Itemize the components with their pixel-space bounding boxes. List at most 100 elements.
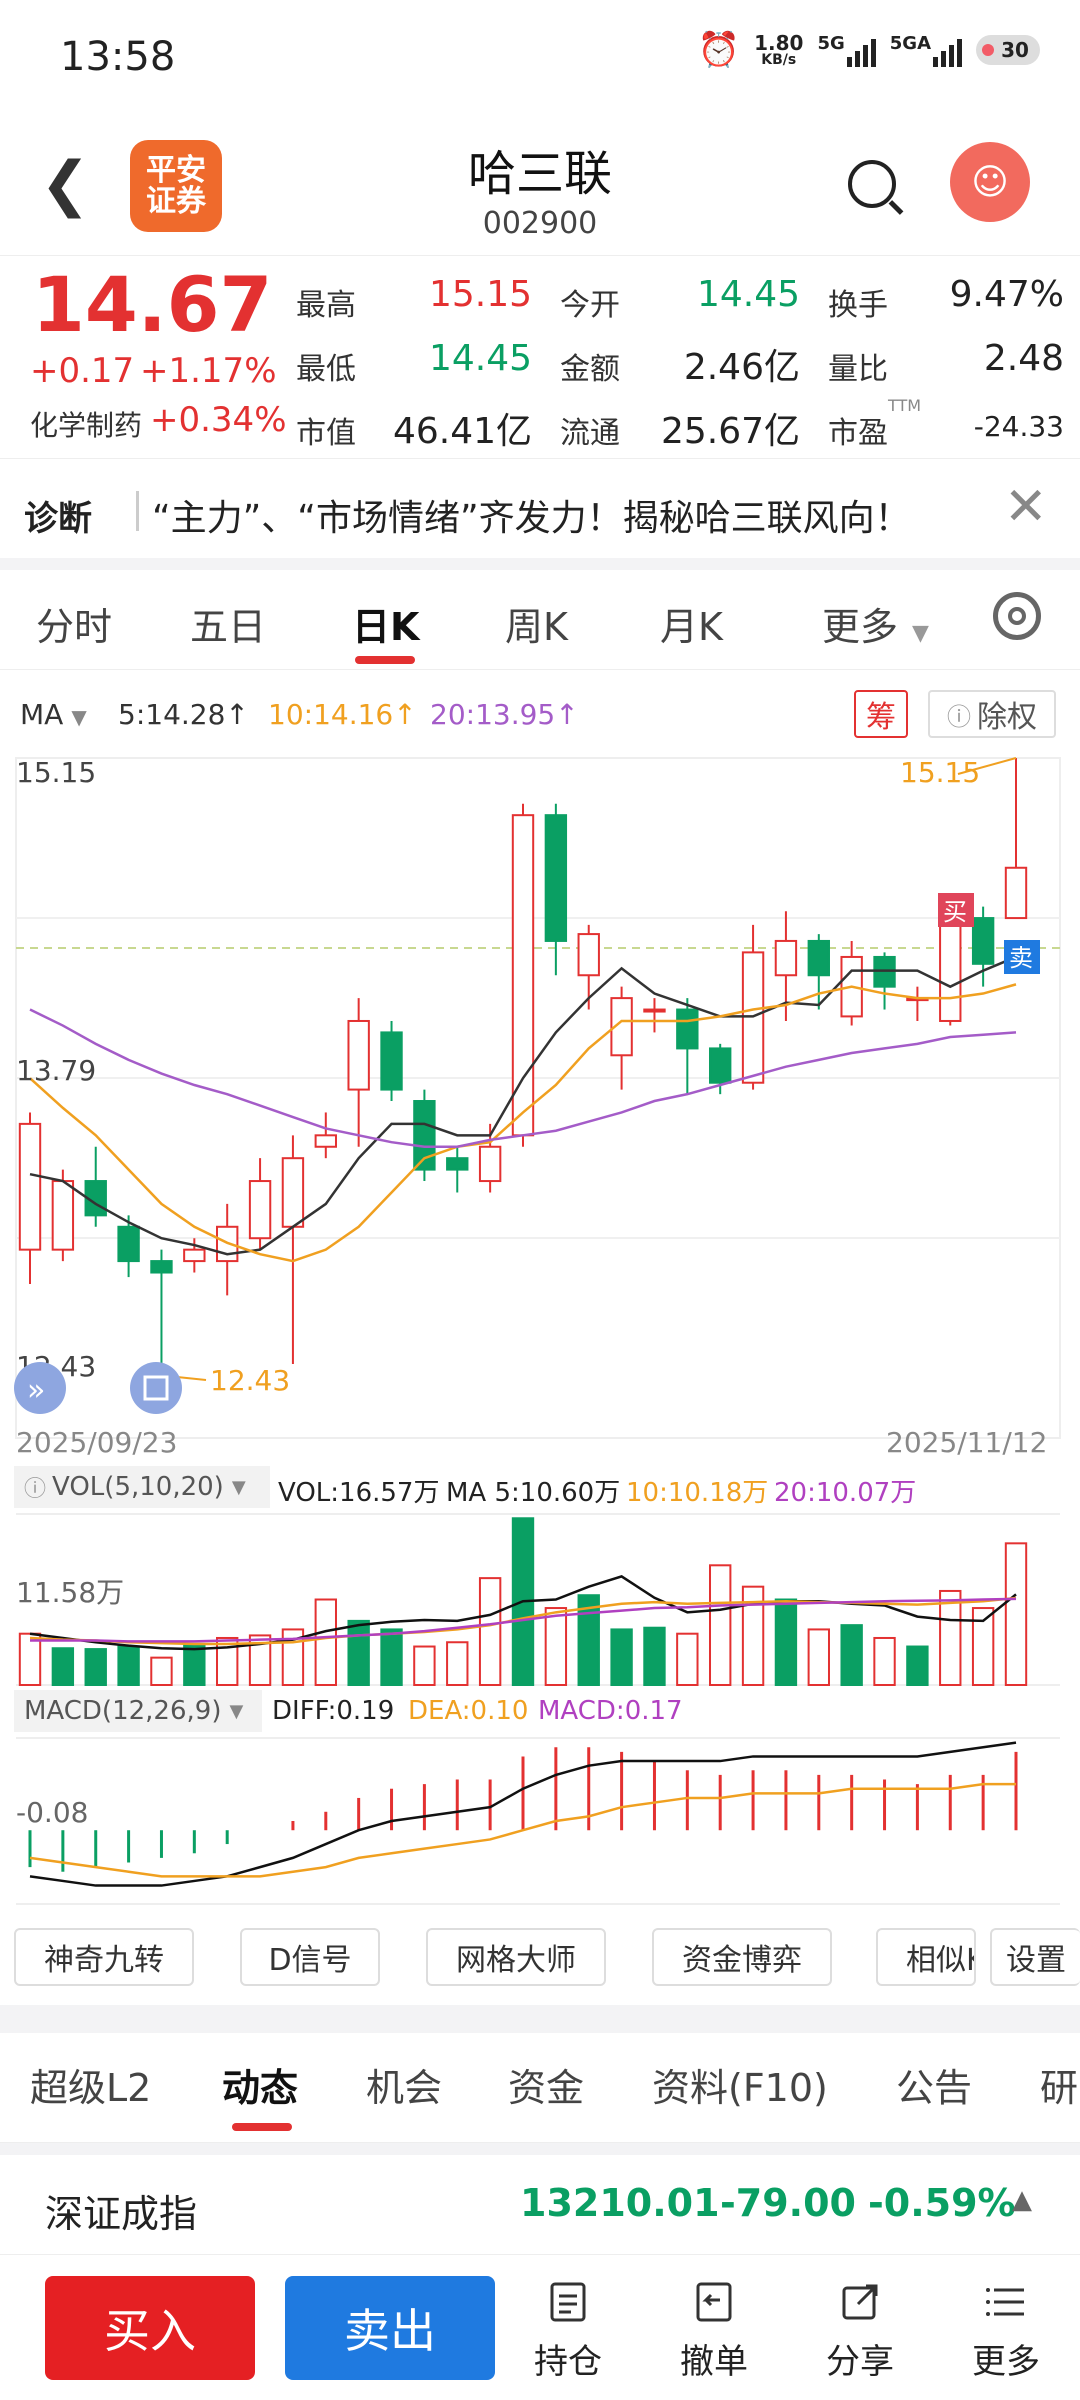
tab-research[interactable]: 研 <box>1040 2066 1079 2110</box>
signal-5ga-icon: 5GA <box>890 33 962 67</box>
volume-bar <box>314 1598 337 1686</box>
volume-ma-lines <box>29 1575 1017 1651</box>
candle <box>971 906 995 987</box>
expand-icon[interactable]: » <box>14 1362 66 1414</box>
candle <box>117 1215 140 1278</box>
quote-value: 2.46亿 <box>683 347 800 388</box>
candle-body <box>347 1019 370 1091</box>
ma5-line <box>29 955 1017 1256</box>
quote-value: 9.47% <box>949 274 1064 315</box>
macd-lines <box>29 1741 1017 1887</box>
candle-body <box>314 1134 337 1148</box>
volume-bar <box>774 1598 798 1686</box>
expand-up-icon[interactable]: ▲ <box>1012 2185 1032 2215</box>
quote-label: 流通 <box>560 416 620 451</box>
quote-value: 46.41亿 <box>392 411 532 452</box>
tool-similar-k[interactable]: 相似K <box>876 1928 976 1986</box>
diagnosis-text[interactable]: “主力”、“市场情绪”齐发力！揭秘哈三联风向！ <box>152 498 911 539</box>
ex-rights-button[interactable]: ⓘ 除权 <box>928 690 1056 738</box>
tool-d-signal[interactable]: D信号 <box>240 1928 380 1986</box>
index-ticker[interactable]: 深证成指 13210.01 -79.00 -0.59% ▲ <box>0 2155 1080 2255</box>
kline-chart[interactable]: 15.15 13.79 12.43 15.15 12.43 2025/09/23… <box>0 740 1080 1920</box>
macd-indicator-selector[interactable]: MACD(12,26,9) ▼ <box>14 1690 262 1732</box>
tab-intraday[interactable]: 分时 <box>36 605 113 649</box>
candle <box>511 803 535 1147</box>
tab-weekly-k[interactable]: 周K <box>505 605 568 649</box>
dropdown-icon: ▼ <box>912 621 929 646</box>
candle-body <box>446 1157 469 1171</box>
tab-daily-k[interactable]: 日K <box>352 605 420 649</box>
macd-diff: DIFF:0.19 <box>272 1696 395 1726</box>
back-icon[interactable]: ❮ <box>40 149 91 219</box>
ma10-value: 10:14.16↑ <box>268 698 417 731</box>
tab-super-l2[interactable]: 超级L2 <box>30 2066 152 2110</box>
volume-bar <box>347 1619 370 1686</box>
candle <box>51 1169 75 1262</box>
candle <box>446 1146 469 1193</box>
buy-button[interactable]: 买入 <box>45 2276 255 2380</box>
volume-bar <box>741 1585 765 1686</box>
nav-cancel-order[interactable]: 撤单 <box>664 2280 764 2383</box>
avatar-icon[interactable]: ☺ <box>950 142 1030 222</box>
tab-capital[interactable]: 资金 <box>508 2066 585 2110</box>
price-change-pct: +1.17% <box>140 351 277 391</box>
nav-holdings[interactable]: 持仓 <box>518 2280 618 2383</box>
sell-signal-tag[interactable]: 卖 <box>1004 940 1040 974</box>
quote-value: 15.15 <box>428 274 532 315</box>
candle-body <box>380 1031 403 1091</box>
quote-label: 市盈 <box>828 416 888 451</box>
quote-label: 今开 <box>560 288 620 323</box>
max-price-marker: 15.15 <box>900 756 980 789</box>
chip-distribution-button[interactable]: 筹 <box>854 690 908 738</box>
sell-button[interactable]: 卖出 <box>285 2276 495 2380</box>
volume-bar <box>446 1641 469 1686</box>
tool-settings[interactable]: 设置 <box>990 1928 1080 1986</box>
sector-name[interactable]: 化学制药 <box>30 409 143 442</box>
gear-icon[interactable] <box>993 592 1041 640</box>
tab-f10[interactable]: 资料(F10) <box>652 2066 828 2110</box>
tab-opportunity[interactable]: 机会 <box>366 2066 443 2110</box>
tab-announcements[interactable]: 公告 <box>896 2066 973 2110</box>
macd-value: MACD:0.17 <box>538 1696 683 1726</box>
buy-signal-tag[interactable]: 买 <box>938 893 974 927</box>
volume-bar <box>939 1589 962 1687</box>
diagnosis-bar[interactable]: 诊断 “主力”、“市场情绪”齐发力！揭秘哈三联风向！ ✕ <box>0 458 1080 568</box>
volume-bar <box>380 1628 403 1686</box>
alarm-icon: ⏰ <box>697 30 741 70</box>
candle <box>709 1043 732 1095</box>
tab-five-day[interactable]: 五日 <box>190 605 267 649</box>
candle-body <box>511 814 535 1137</box>
ma-label[interactable]: MA ▼ <box>20 698 87 731</box>
vol-indicator-selector[interactable]: ⓘ VOL(5,10,20) ▼ <box>14 1466 270 1508</box>
nav-share[interactable]: 分享 <box>810 2280 910 2383</box>
tab-monthly-k[interactable]: 月K <box>660 605 723 649</box>
price-change: +0.17 <box>30 351 135 391</box>
candle <box>741 924 765 1090</box>
candle-body <box>150 1260 173 1274</box>
battery-icon: 30 <box>976 35 1040 65</box>
tool-magic-nine[interactable]: 神奇九转 <box>14 1928 194 1986</box>
search-icon[interactable] <box>848 160 896 208</box>
fullscreen-icon[interactable] <box>130 1362 182 1414</box>
dropdown-icon: ▼ <box>71 705 87 729</box>
index-change-pct: -0.59% <box>868 2181 1016 2225</box>
signal-5g-icon: 5G <box>817 33 876 67</box>
candle-body <box>774 939 798 977</box>
quote-label: 量比 <box>828 352 888 387</box>
date-start: 2025/09/23 <box>16 1426 177 1459</box>
info-icon: ⓘ <box>947 702 971 731</box>
stock-name: 哈三联 <box>467 146 612 202</box>
candle-body <box>117 1225 140 1263</box>
candle-body <box>478 1145 502 1183</box>
tab-dynamics[interactable]: 动态 <box>222 2066 299 2110</box>
tool-grid-master[interactable]: 网格大师 <box>426 1928 606 1986</box>
close-icon[interactable]: ✕ <box>1004 477 1048 537</box>
tab-more[interactable]: 更多 ▼ <box>822 605 929 649</box>
candle-body <box>51 1180 75 1251</box>
vol-ma5: MA 5:10.60万 <box>446 1478 621 1508</box>
index-value: 13210.01 <box>520 2181 720 2225</box>
candle <box>281 1135 305 1364</box>
nav-more[interactable]: 更多 <box>956 2280 1056 2383</box>
tool-capital-game[interactable]: 资金博弈 <box>652 1928 832 1986</box>
volume-bar <box>413 1645 436 1687</box>
